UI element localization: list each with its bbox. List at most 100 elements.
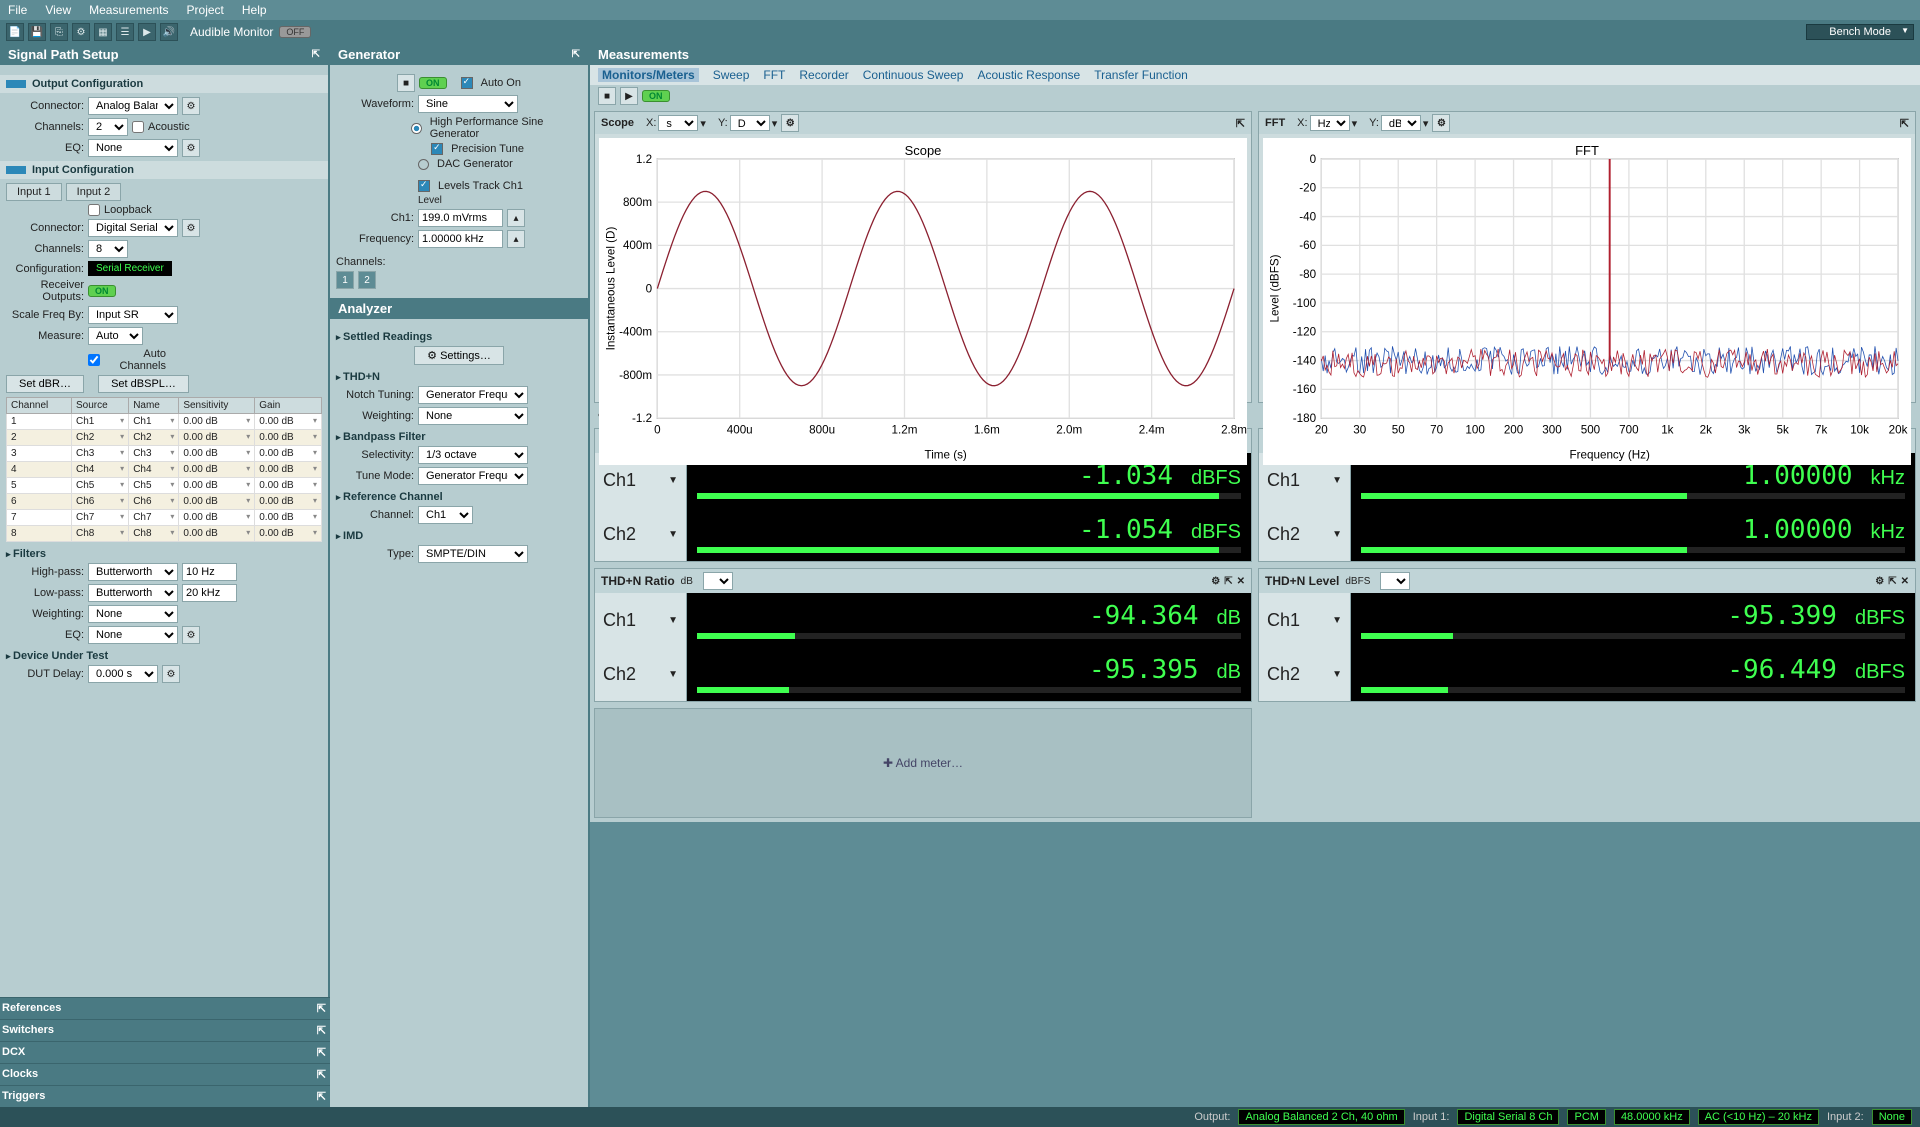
highpass-value-input[interactable] — [182, 563, 237, 581]
meter-channel-label[interactable]: Ch1 ▼ — [595, 593, 687, 647]
add-meter-placeholder[interactable]: ✚ Add meter… — [594, 708, 1252, 818]
lowpass-type-select[interactable]: Butterworth — [88, 584, 178, 602]
gear-icon[interactable]: ⚙ — [781, 114, 799, 132]
tab-recorder[interactable]: Recorder — [799, 68, 848, 82]
new-icon[interactable]: 📄 — [6, 23, 24, 41]
grid-icon[interactable]: ▦ — [94, 23, 112, 41]
spinner-icon[interactable]: ▴ — [507, 209, 525, 227]
precision-tune-checkbox[interactable] — [431, 143, 443, 155]
meter-channel-label[interactable]: Ch2 ▼ — [1259, 647, 1351, 701]
input-connector-select[interactable]: Digital Serial — [88, 219, 178, 237]
gear-icon[interactable]: ⚙ — [1211, 576, 1220, 587]
output-eq-select[interactable]: None — [88, 139, 178, 157]
table-row[interactable]: 2Ch2Ch20.00 dB0.00 dB — [7, 430, 322, 446]
meter-channel-label[interactable]: Ch2 ▼ — [595, 647, 687, 701]
accordion-switchers[interactable]: Switchers⇱ — [0, 1019, 334, 1041]
levels-track-checkbox[interactable] — [418, 180, 430, 192]
gear-icon[interactable]: ⚙ — [182, 139, 200, 157]
analyzer-weighting-select[interactable]: None — [418, 407, 528, 425]
output-channels-select[interactable]: 2 — [88, 118, 128, 136]
meter-channel-label[interactable]: Ch1 ▼ — [1259, 593, 1351, 647]
tab-continuous-sweep[interactable]: Continuous Sweep — [863, 68, 964, 82]
accordion-references[interactable]: References⇱ — [0, 997, 334, 1019]
output-connector-select[interactable]: Analog Balanced — [88, 97, 178, 115]
table-row[interactable]: 5Ch5Ch50.00 dB0.00 dB — [7, 478, 322, 494]
weighting-select[interactable]: None — [88, 605, 178, 623]
menu-file[interactable]: File — [8, 3, 27, 17]
gear-icon[interactable]: ⚙ — [162, 665, 180, 683]
frequency-input[interactable] — [418, 230, 503, 248]
save-icon[interactable]: 💾 — [28, 23, 46, 41]
dac-gen-radio[interactable] — [418, 159, 429, 170]
meter-channel-label[interactable]: Ch2 ▼ — [1259, 507, 1351, 561]
list-icon[interactable]: ☰ — [116, 23, 134, 41]
hp-sine-radio[interactable] — [411, 123, 421, 134]
input-tab-2[interactable]: Input 2 — [66, 183, 122, 201]
table-row[interactable]: 7Ch7Ch70.00 dB0.00 dB — [7, 510, 322, 526]
input-tab-1[interactable]: Input 1 — [6, 183, 62, 201]
settings-button[interactable]: ⚙ Settings… — [414, 346, 504, 365]
popout-icon[interactable]: ⇱ — [1900, 117, 1909, 130]
filter-eq-select[interactable]: None — [88, 626, 178, 644]
generator-on-toggle[interactable]: ON — [419, 77, 447, 89]
gear-icon[interactable]: ⚙ — [182, 97, 200, 115]
accordion-triggers[interactable]: Triggers⇱ — [0, 1085, 334, 1107]
tab-acoustic-response[interactable]: Acoustic Response — [977, 68, 1080, 82]
tab-transfer-function[interactable]: Transfer Function — [1094, 68, 1188, 82]
dock-icon[interactable]: ⇱ — [312, 49, 320, 60]
table-row[interactable]: 8Ch8Ch80.00 dB0.00 dB — [7, 526, 322, 542]
tab-monitors-meters[interactable]: Monitors/Meters — [598, 68, 699, 82]
auto-channels-checkbox[interactable]: Auto Channels — [88, 348, 166, 372]
popout-icon[interactable]: ⇱ — [1888, 576, 1896, 587]
play-icon[interactable]: ▶ — [138, 23, 156, 41]
stop-icon[interactable]: ■ — [397, 74, 415, 92]
imd-type-select[interactable]: SMPTE/DIN — [418, 545, 528, 563]
channel-2-toggle[interactable]: 2 — [358, 271, 376, 289]
close-icon[interactable]: ✕ — [1901, 576, 1909, 587]
accordion-clocks[interactable]: Clocks⇱ — [0, 1063, 334, 1085]
stop-icon[interactable]: ■ — [598, 87, 616, 105]
loopback-checkbox[interactable]: Loopback — [88, 204, 166, 216]
close-icon[interactable]: ✕ — [1237, 576, 1245, 587]
dock-icon[interactable]: ⇱ — [572, 49, 580, 60]
gear-icon[interactable]: ⚙ — [182, 219, 200, 237]
table-row[interactable]: 6Ch6Ch60.00 dB0.00 dB — [7, 494, 322, 510]
fft-y-unit[interactable]: dBFS — [1381, 115, 1421, 131]
table-row[interactable]: 1Ch1Ch10.00 dB0.00 dB — [7, 414, 322, 430]
set-dbspl-button[interactable]: Set dBSPL… — [98, 375, 189, 393]
play-icon[interactable]: ▶ — [620, 87, 638, 105]
notch-tuning-select[interactable]: Generator Frequency — [418, 386, 528, 404]
popout-icon[interactable]: ⇱ — [1224, 576, 1232, 587]
scope-x-unit[interactable]: s — [658, 115, 698, 131]
fft-x-unit[interactable]: Hz — [1310, 115, 1350, 131]
menu-help[interactable]: Help — [242, 3, 267, 17]
menu-measurements[interactable]: Measurements — [89, 3, 168, 17]
channel-1-toggle[interactable]: 1 — [336, 271, 354, 289]
scale-freq-select[interactable]: Input SR — [88, 306, 178, 324]
tune-mode-select[interactable]: Generator Frequency — [418, 467, 528, 485]
lowpass-value-input[interactable] — [182, 584, 237, 602]
auto-on-checkbox[interactable] — [461, 77, 473, 89]
tab-fft[interactable]: FFT — [763, 68, 785, 82]
scope-y-unit[interactable]: D — [730, 115, 770, 131]
input-channels-select[interactable]: 8 — [88, 240, 128, 258]
accordion-dcx[interactable]: DCX⇱ — [0, 1041, 334, 1063]
table-row[interactable]: 3Ch3Ch30.00 dB0.00 dB — [7, 446, 322, 462]
gear-icon[interactable]: ⚙ — [72, 23, 90, 41]
audible-monitor-toggle[interactable]: OFF — [279, 26, 311, 38]
table-row[interactable]: 4Ch4Ch40.00 dB0.00 dB — [7, 462, 322, 478]
gear-icon[interactable]: ⚙ — [182, 626, 200, 644]
menu-project[interactable]: Project — [187, 3, 224, 17]
meter-channel-label[interactable]: Ch2 ▼ — [595, 507, 687, 561]
save-as-icon[interactable]: ⎘ — [50, 23, 68, 41]
set-dbr-button[interactable]: Set dBR… — [6, 375, 84, 393]
speaker-icon[interactable]: 🔊 — [160, 23, 178, 41]
gear-icon[interactable]: ⚙ — [1432, 114, 1450, 132]
ref-channel-select[interactable]: Ch1 — [418, 506, 473, 524]
bench-mode-select[interactable]: Bench Mode — [1806, 24, 1914, 40]
acoustic-checkbox[interactable]: Acoustic — [132, 121, 210, 133]
tab-sweep[interactable]: Sweep — [713, 68, 750, 82]
ch1-level-input[interactable] — [418, 209, 503, 227]
meas-on-toggle[interactable]: ON — [642, 90, 670, 102]
gear-icon[interactable]: ⚙ — [1875, 576, 1884, 587]
